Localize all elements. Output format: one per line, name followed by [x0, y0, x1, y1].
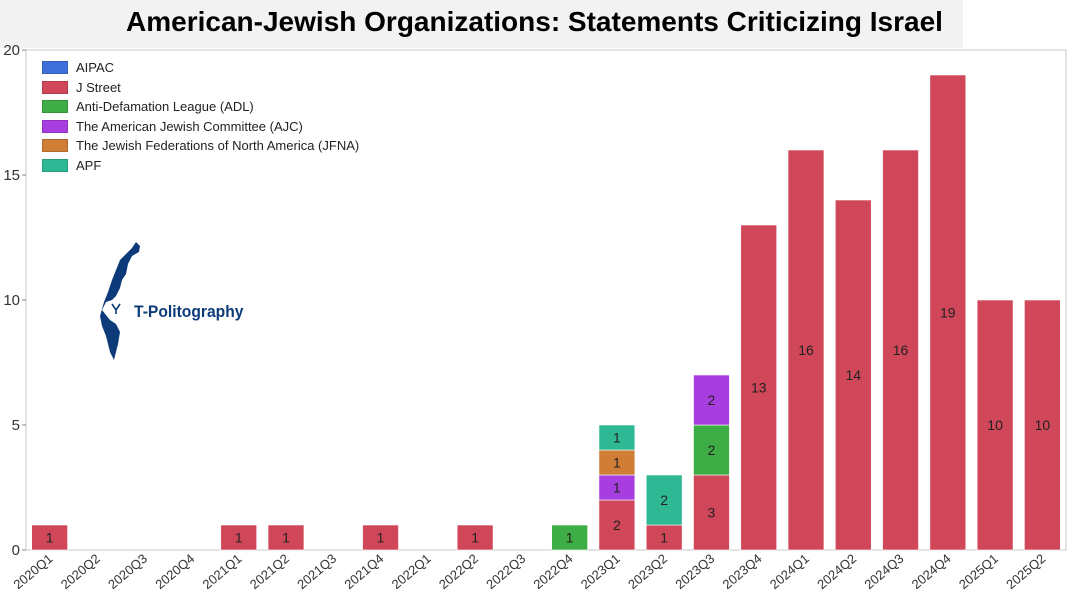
y-tick-label: 15: [3, 167, 20, 184]
bar-value-label: 16: [893, 342, 909, 358]
bar-segment: [976, 299, 1014, 551]
bar-value-label: 1: [46, 530, 54, 546]
bar-value-label: 1: [613, 430, 621, 446]
x-tick-label: 2025Q2: [1003, 551, 1048, 592]
x-tick-label: 2024Q4: [909, 551, 954, 592]
bar-segment: [693, 374, 730, 426]
bar-segment: [551, 524, 588, 551]
y-tick-label: 10: [3, 292, 20, 309]
bar-segment: [835, 199, 872, 551]
x-tick-label: 2020Q2: [58, 551, 103, 592]
x-tick-label: 2024Q3: [861, 551, 906, 592]
x-tick-label: 2021Q2: [247, 551, 292, 592]
bar-segment: [267, 524, 305, 551]
bar-value-label: 1: [471, 530, 479, 546]
bar-segment: [693, 424, 730, 476]
legend-label: The American Jewish Committee (AJC): [76, 118, 303, 134]
bar-value-label: 13: [751, 380, 767, 396]
bar-segment: [787, 149, 825, 551]
bar-value-label: 14: [845, 367, 861, 383]
bar-value-label: 19: [940, 305, 956, 321]
bar-value-label: 2: [708, 442, 716, 458]
bar-value-label: 1: [282, 530, 290, 546]
bar-segment: [598, 449, 636, 476]
bar-value-label: 3: [708, 505, 716, 521]
israel-map-icon: [100, 242, 140, 360]
x-tick-label: 2024Q2: [814, 551, 859, 592]
x-tick-label: 2020Q3: [105, 551, 150, 592]
legend-item: APF: [42, 156, 359, 176]
bar-segment: [598, 424, 636, 451]
bar-value-label: 2: [708, 392, 716, 408]
chart-title: American-Jewish Organizations: Statement…: [126, 6, 943, 37]
legend-swatch: [42, 158, 68, 172]
legend-label: Anti-Defamation League (ADL): [76, 99, 254, 115]
bar-segment: [598, 474, 636, 501]
bar-value-label: 1: [613, 455, 621, 471]
bar-value-label: 1: [660, 530, 668, 546]
legend-label: AIPAC: [76, 60, 115, 76]
bar-segment: [220, 524, 257, 551]
bar-segment: [645, 474, 683, 526]
x-tick-label: 2023Q1: [578, 551, 623, 592]
x-tick-label: 2020Q4: [152, 551, 197, 592]
x-tick-label: 2023Q3: [672, 551, 717, 592]
legend-item: AIPAC: [42, 58, 359, 78]
bar-value-label: 2: [613, 517, 621, 533]
bar-value-label: 16: [798, 342, 814, 358]
legend-label: APF: [76, 157, 102, 173]
x-tick-label: 2022Q3: [483, 551, 528, 592]
x-tick-label: 2024Q1: [767, 551, 812, 592]
bar-value-label: 10: [987, 417, 1003, 433]
x-tick-label: 2021Q1: [200, 551, 245, 592]
legend-swatch: [42, 119, 68, 133]
legend-swatch: [42, 61, 68, 75]
bar-value-label: 1: [377, 530, 385, 546]
y-tick-label: 0: [12, 542, 20, 559]
bar-value-label: 1: [613, 480, 621, 496]
bar-segment: [645, 524, 683, 551]
x-tick-label: 2021Q3: [294, 551, 339, 592]
y-tick-label: 20: [3, 42, 20, 59]
bar-segment: [929, 74, 967, 551]
bar-value-label: 2: [660, 492, 668, 508]
bar-segment: [693, 474, 730, 551]
legend-item: J Street: [42, 78, 359, 98]
x-tick-label: 2022Q2: [436, 551, 481, 592]
bar-segment: [31, 524, 68, 551]
x-tick-label: 2022Q4: [530, 551, 575, 592]
t-politography-logo: [98, 240, 144, 367]
title-background: [0, 0, 963, 48]
x-tick-label: 2023Q4: [720, 551, 765, 592]
x-tick-label: 2025Q1: [956, 551, 1001, 592]
bar-value-label: 1: [566, 530, 574, 546]
legend-label: The Jewish Federations of North America …: [76, 138, 360, 154]
bar-segment: [598, 499, 636, 551]
legend-label: J Street: [76, 79, 121, 95]
bar-segment: [1024, 299, 1061, 551]
legend-item: Anti-Defamation League (ADL): [42, 97, 359, 117]
x-tick-label: 2022Q1: [389, 551, 434, 592]
legend-item: The American Jewish Committee (AJC): [42, 117, 359, 137]
bar-value-label: 1: [235, 530, 243, 546]
x-tick-label: 2023Q2: [625, 551, 670, 592]
legend-swatch: [42, 139, 68, 153]
legend-item: The Jewish Federations of North America …: [42, 136, 359, 156]
bar-segment: [740, 224, 777, 551]
logo-text: T-Politography: [134, 302, 244, 321]
bar-segment: [456, 524, 494, 551]
chart-legend: AIPAC J Street Anti-Defamation League (ADL…: [42, 58, 359, 175]
y-tick-label: 5: [12, 417, 20, 434]
legend-swatch: [42, 100, 68, 114]
legend-swatch: [42, 80, 68, 94]
bar-segment: [882, 149, 919, 551]
bar-segment: [362, 524, 399, 551]
x-tick-label: 2021Q4: [341, 551, 386, 592]
bar-value-label: 10: [1035, 417, 1051, 433]
